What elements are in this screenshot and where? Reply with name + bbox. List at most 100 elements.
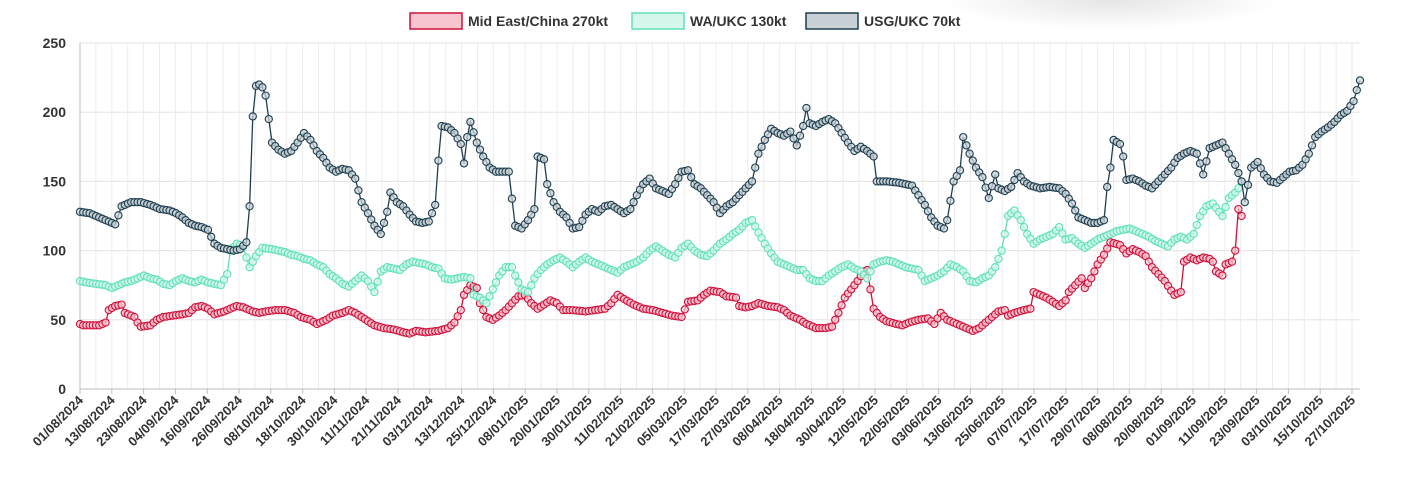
data-point: [965, 149, 974, 158]
data-point: [959, 132, 968, 142]
data-point: [469, 128, 478, 137]
y-tick-label: 0: [58, 381, 66, 397]
data-point: [546, 189, 555, 198]
data-point: [379, 218, 389, 228]
series-mid-east-china-270kt: [75, 204, 1246, 338]
data-point: [1119, 152, 1128, 161]
data-point: [475, 145, 485, 154]
data-point: [245, 202, 254, 211]
data-point: [1189, 229, 1198, 239]
data-point: [101, 318, 110, 327]
data-point: [1115, 139, 1125, 149]
data-point: [1221, 202, 1230, 212]
data-point: [1234, 204, 1243, 214]
data-point: [427, 209, 437, 218]
data-point: [1352, 85, 1361, 95]
data-point: [1087, 274, 1096, 283]
series-wa-ukc-130kt: [75, 177, 1246, 308]
y-tick-label: 50: [50, 312, 66, 328]
chart-legend: Mid East/China 270kt WA/UKC 130kt USG/UKC …: [409, 12, 961, 30]
data-point: [479, 305, 488, 315]
data-point: [827, 322, 837, 331]
data-point: [242, 238, 251, 247]
legend-swatch: [409, 12, 463, 30]
data-point: [795, 131, 805, 140]
data-point: [258, 83, 267, 92]
data-point: [248, 112, 257, 121]
data-point: [504, 167, 513, 176]
data-point: [792, 141, 801, 150]
data-point: [466, 274, 475, 283]
legend-swatch: [805, 12, 859, 30]
data-point: [488, 285, 497, 294]
y-tick-label: 100: [43, 243, 67, 259]
data-point: [1202, 157, 1211, 166]
data-point: [523, 287, 533, 297]
data-point: [984, 193, 993, 203]
data-point: [1355, 76, 1365, 85]
legend-label[interactable]: WA/UKC 130kt: [690, 13, 787, 29]
data-point: [1016, 216, 1025, 225]
data-point: [1106, 163, 1115, 172]
data-point: [1071, 206, 1080, 215]
data-point: [539, 155, 549, 164]
data-point: [786, 127, 795, 136]
data-point: [463, 132, 472, 142]
data-point: [351, 174, 360, 183]
data-point: [1307, 141, 1317, 150]
data-point: [424, 217, 433, 226]
data-point: [354, 186, 363, 195]
data-point: [997, 246, 1006, 255]
data-point: [575, 222, 584, 232]
data-point: [114, 211, 123, 220]
data-point: [264, 114, 273, 124]
data-point: [863, 274, 872, 283]
data-point: [111, 220, 120, 229]
data-point: [472, 283, 481, 293]
data-point: [994, 254, 1003, 264]
data-point: [466, 117, 475, 127]
data-point: [671, 180, 680, 189]
data-point: [1304, 149, 1313, 158]
data-point: [946, 196, 955, 205]
data-point: [1234, 168, 1243, 178]
data-point: [383, 207, 392, 216]
data-point: [683, 166, 693, 175]
data-point: [1103, 182, 1112, 192]
data-point: [837, 301, 846, 310]
data-point: [203, 225, 213, 234]
data-point: [1218, 211, 1227, 221]
data-point: [450, 318, 459, 327]
data-point: [1237, 211, 1246, 221]
data-point: [1077, 274, 1086, 283]
data-point: [834, 308, 843, 318]
data-point: [1218, 271, 1227, 280]
data-point: [482, 299, 491, 308]
data-point: [431, 200, 440, 210]
data-point: [1231, 160, 1240, 169]
data-point: [991, 263, 1000, 272]
data-point: [955, 166, 965, 175]
data-point: [757, 142, 766, 151]
data-point: [1019, 222, 1029, 232]
y-tick-label: 150: [43, 173, 67, 189]
data-point: [530, 204, 539, 214]
data-point: [629, 198, 638, 207]
data-point: [1240, 198, 1249, 207]
data-point: [1231, 246, 1240, 255]
legend-label[interactable]: Mid East/China 270kt: [468, 13, 608, 29]
data-point: [543, 180, 552, 189]
data-point: [1349, 96, 1358, 106]
legend-label[interactable]: USG/UKC 70kt: [864, 13, 961, 29]
data-point: [687, 173, 696, 182]
data-point: [373, 277, 382, 286]
legend-swatch: [631, 12, 685, 30]
data-point: [514, 278, 523, 287]
data-point: [1227, 257, 1237, 266]
data-point: [1243, 180, 1253, 190]
data-point: [511, 271, 520, 280]
data-point: [1090, 267, 1099, 276]
data-point: [507, 194, 517, 203]
data-point: [1199, 170, 1208, 179]
data-point: [943, 216, 952, 225]
